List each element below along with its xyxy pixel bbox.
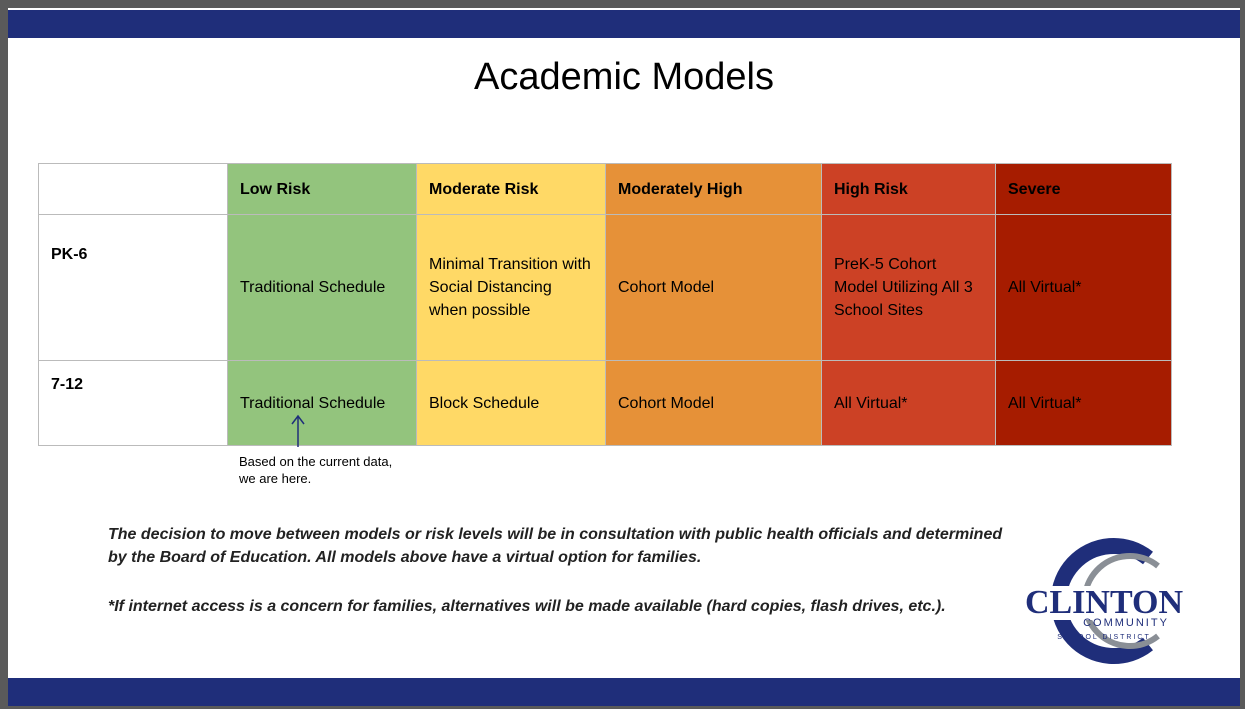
cell: Traditional Schedule <box>227 214 417 361</box>
row: PK-6 Traditional Schedule Minimal Transi… <box>38 214 1172 361</box>
header-cell <box>38 163 228 215</box>
annotation: Based on the current data, we are here. <box>239 454 393 486</box>
header-cell: Severe <box>995 163 1172 215</box>
cell: Minimal Transition with Social Distancin… <box>416 214 606 361</box>
cell: Cohort Model <box>605 360 822 446</box>
note: *If internet access is a concern for fam… <box>108 598 946 615</box>
logo-line: SCHOOL DISTRICT <box>1057 634 1151 641</box>
header-cell: Moderately High <box>605 163 822 215</box>
arrow <box>291 414 305 447</box>
top-band <box>8 10 1240 38</box>
slide: Academic Models Low Risk Moderate Risk M… <box>8 8 1240 706</box>
row-label: 7-12 <box>38 360 228 446</box>
logo-line: COMMUNITY <box>1083 617 1169 629</box>
cell: Traditional Schedule <box>227 360 417 446</box>
row-label: PK-6 <box>38 214 228 361</box>
cell: Cohort Model <box>605 214 822 361</box>
cell: All Virtual* <box>995 360 1172 446</box>
header-cell: High Risk <box>821 163 996 215</box>
logo-name: CLINTON <box>1025 584 1184 621</box>
note: The decision to move between models or r… <box>108 526 1003 566</box>
title: Academic Models <box>474 56 774 98</box>
cell: All Virtual* <box>995 214 1172 361</box>
bottom-band <box>8 678 1240 706</box>
header-row: Low Risk Moderate Risk Moderately High H… <box>38 163 1172 215</box>
header-cell: Moderate Risk <box>416 163 606 215</box>
cell: All Virtual* <box>821 360 996 446</box>
cell: Block Schedule <box>416 360 606 446</box>
logo: CLINTON COMMUNITY SCHOOL DISTRICT <box>1012 538 1197 664</box>
models-table: Low Risk Moderate Risk Moderately High H… <box>38 163 1172 446</box>
cell: PreK-5 Cohort Model Utilizing All 3 Scho… <box>821 214 996 361</box>
row: 7-12 Traditional Schedule Block Schedule… <box>38 360 1172 446</box>
header-cell: Low Risk <box>227 163 417 215</box>
